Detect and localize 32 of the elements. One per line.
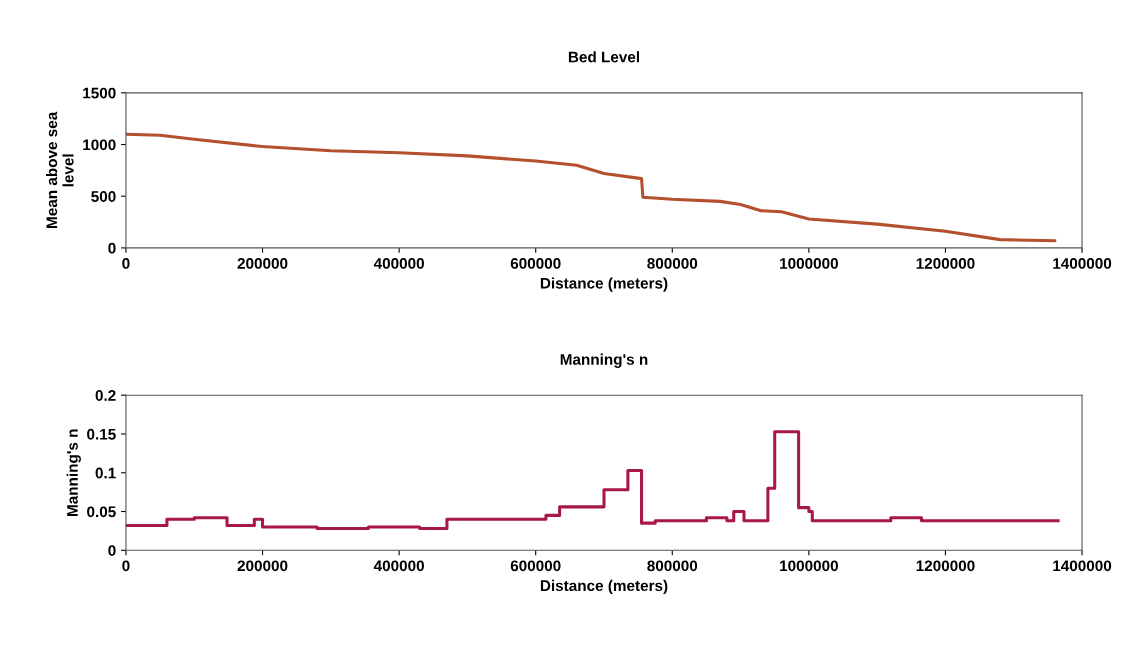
y-tick-label: 0.2 <box>95 390 116 401</box>
x-axis-title: Distance (meters) <box>540 579 668 595</box>
x-tick-label: 600000 <box>510 560 561 572</box>
y-tick-label: 0 <box>108 242 116 254</box>
chart-title: Manning's n <box>560 353 648 368</box>
x-tick-label: 400000 <box>373 560 424 572</box>
y-tick-label: 0.1 <box>95 467 116 479</box>
x-tick-label: 200000 <box>237 560 288 572</box>
y-tick-label: 1000 <box>83 139 116 151</box>
x-tick-label: 1400000 <box>1053 560 1112 572</box>
x-tick-label: 1200000 <box>916 258 975 269</box>
y-tick-label: 1500 <box>83 87 116 99</box>
y-tick-label: 0 <box>108 545 116 556</box>
x-tick-label: 1400000 <box>1053 258 1112 269</box>
x-tick-label: 600000 <box>510 258 561 269</box>
x-tick-label: 1000000 <box>780 258 838 269</box>
y-tick-label: 500 <box>91 191 116 202</box>
chart-title: Bed Level <box>568 51 639 63</box>
x-tick-label: 1000000 <box>780 560 838 572</box>
y-axis-title: Mean above sea level <box>45 111 74 228</box>
y-tick-label: 0.05 <box>87 506 116 518</box>
x-tick-label: 1200000 <box>916 560 975 572</box>
y-axis-title: Manning's n <box>66 429 81 516</box>
line-series <box>125 132 1057 243</box>
x-tick-label: 800000 <box>647 560 698 572</box>
x-tick-label: 400000 <box>373 258 424 269</box>
y-tick-label: 0.15 <box>87 428 116 440</box>
x-tick-label: 0 <box>122 258 130 269</box>
x-axis-title: Distance (meters) <box>540 277 668 292</box>
x-tick-label: 200000 <box>237 258 288 269</box>
x-tick-label: 800000 <box>647 258 698 269</box>
x-tick-label: 0 <box>122 560 130 572</box>
